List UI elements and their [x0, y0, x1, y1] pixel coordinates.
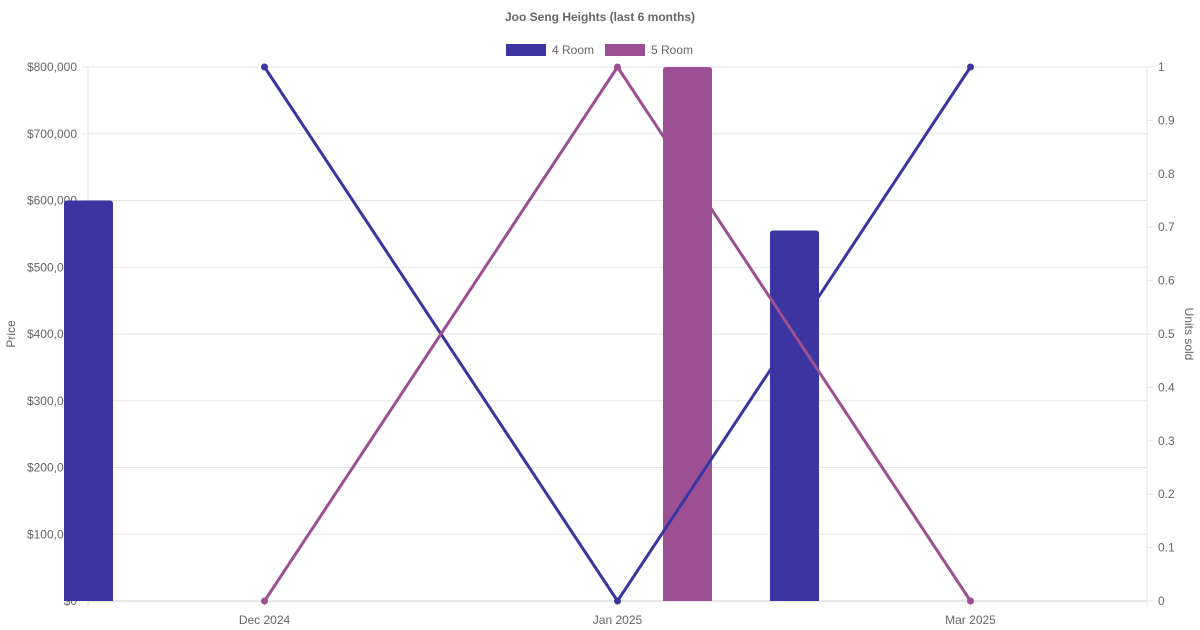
right-tick-label: 0.6: [1158, 274, 1175, 288]
legend-label: 4 Room: [552, 43, 594, 57]
series-point: [614, 597, 621, 605]
right-tick-label: 0.3: [1158, 434, 1175, 448]
left-tick-label: $800,000: [27, 60, 77, 74]
legend-label: 5 Room: [651, 43, 693, 57]
right-tick-label: 0.7: [1158, 220, 1175, 234]
right-tick-label: 0.4: [1158, 380, 1175, 394]
x-tick-label: Jan 2025: [593, 613, 643, 627]
right-tick-label: 0.2: [1158, 487, 1175, 501]
bar: [64, 200, 113, 601]
right-axis-title: Units sold: [1182, 308, 1196, 361]
series-point: [967, 63, 974, 71]
right-tick-label: 0: [1158, 594, 1165, 608]
series-point: [967, 597, 974, 605]
legend[interactable]: 4 Room 5 Room: [506, 43, 693, 57]
right-tick-label: 0.9: [1158, 113, 1175, 127]
right-tick-label: 0.8: [1158, 167, 1175, 181]
series-point: [261, 597, 268, 605]
right-axis-ticks: 0 0.1 0.2 0.3 0.4 0.5 0.6 0.7 0.8 0.9 1: [1158, 60, 1175, 608]
left-axis-title: Price: [4, 320, 18, 348]
right-tick-label: 0.1: [1158, 541, 1175, 555]
legend-swatch: [506, 44, 546, 56]
bars: [64, 67, 819, 601]
x-axis-ticks: Dec 2024 Jan 2025 Mar 2025: [239, 613, 996, 627]
grid: [82, 66, 1153, 607]
legend-swatch: [605, 44, 645, 56]
bar: [663, 67, 712, 601]
series-point: [261, 63, 268, 71]
chart-title: Joo Seng Heights (last 6 months): [505, 10, 695, 24]
right-tick-label: 0.5: [1158, 327, 1175, 341]
bar: [770, 230, 819, 601]
lines: [261, 63, 974, 605]
x-tick-label: Mar 2025: [945, 613, 996, 627]
series-point: [614, 63, 621, 71]
left-tick-label: $700,000: [27, 127, 77, 141]
right-tick-label: 1: [1158, 60, 1165, 74]
x-tick-label: Dec 2024: [239, 613, 291, 627]
